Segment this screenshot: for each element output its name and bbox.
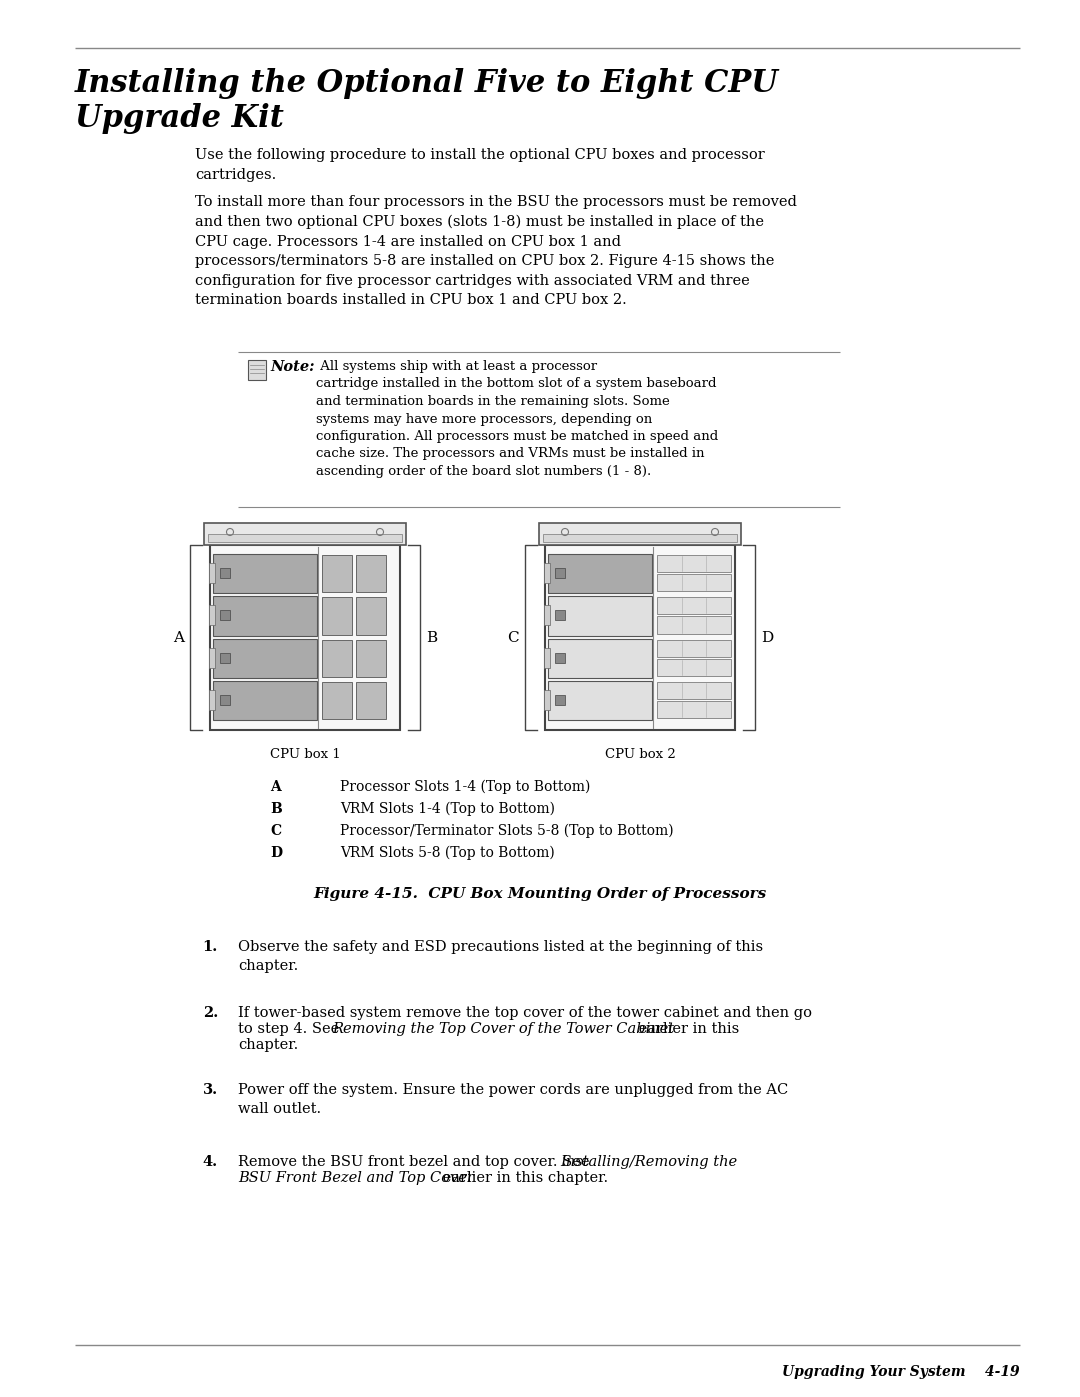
- Text: BSU Front Bezel and Top Cover: BSU Front Bezel and Top Cover: [238, 1171, 474, 1185]
- Text: 3.: 3.: [203, 1083, 218, 1097]
- Text: Processor Slots 1-4 (Top to Bottom): Processor Slots 1-4 (Top to Bottom): [340, 780, 591, 795]
- Text: Note:: Note:: [270, 360, 314, 374]
- Text: 2.: 2.: [203, 1006, 218, 1020]
- FancyBboxPatch shape: [210, 545, 400, 731]
- FancyBboxPatch shape: [213, 680, 318, 719]
- FancyBboxPatch shape: [548, 555, 652, 594]
- FancyBboxPatch shape: [220, 610, 230, 620]
- Text: VRM Slots 1-4 (Top to Bottom): VRM Slots 1-4 (Top to Bottom): [340, 802, 555, 816]
- FancyBboxPatch shape: [657, 682, 731, 698]
- FancyBboxPatch shape: [210, 605, 215, 626]
- FancyBboxPatch shape: [356, 555, 386, 592]
- Text: 1.: 1.: [203, 940, 218, 954]
- FancyBboxPatch shape: [322, 598, 352, 634]
- FancyBboxPatch shape: [543, 534, 737, 542]
- Text: D: D: [270, 847, 282, 861]
- FancyBboxPatch shape: [248, 360, 266, 380]
- Text: Power off the system. Ensure the power cords are unplugged from the AC
wall outl: Power off the system. Ensure the power c…: [238, 1083, 788, 1116]
- Text: CPU box 2: CPU box 2: [605, 747, 675, 761]
- FancyBboxPatch shape: [204, 522, 406, 545]
- FancyBboxPatch shape: [356, 682, 386, 719]
- FancyBboxPatch shape: [208, 534, 402, 542]
- FancyBboxPatch shape: [548, 680, 652, 719]
- Text: Removing the Top Cover of the Tower Cabinet: Removing the Top Cover of the Tower Cabi…: [332, 1023, 674, 1037]
- FancyBboxPatch shape: [322, 555, 352, 592]
- FancyBboxPatch shape: [555, 610, 565, 620]
- FancyBboxPatch shape: [544, 690, 550, 710]
- FancyBboxPatch shape: [555, 569, 565, 578]
- Text: Figure 4-15.  CPU Box Mounting Order of Processors: Figure 4-15. CPU Box Mounting Order of P…: [313, 887, 767, 901]
- Text: B: B: [426, 630, 437, 644]
- FancyBboxPatch shape: [322, 682, 352, 719]
- FancyBboxPatch shape: [210, 648, 215, 668]
- Text: 4.: 4.: [203, 1155, 218, 1169]
- FancyBboxPatch shape: [555, 652, 565, 662]
- FancyBboxPatch shape: [548, 597, 652, 636]
- FancyBboxPatch shape: [210, 690, 215, 710]
- FancyBboxPatch shape: [220, 652, 230, 662]
- Text: Remove the BSU front bezel and top cover. See: Remove the BSU front bezel and top cover…: [238, 1155, 594, 1169]
- Text: CPU box 1: CPU box 1: [270, 747, 340, 761]
- Text: A: A: [270, 780, 281, 793]
- Text: D: D: [761, 630, 773, 644]
- FancyBboxPatch shape: [657, 658, 731, 676]
- Text: If tower-based system remove the top cover of the tower cabinet and then go: If tower-based system remove the top cov…: [238, 1006, 812, 1020]
- Text: chapter.: chapter.: [238, 1038, 298, 1052]
- Text: To install more than four processors in the BSU the processors must be removed
a: To install more than four processors in …: [195, 196, 797, 307]
- Text: Upgrading Your System    4-19: Upgrading Your System 4-19: [782, 1365, 1020, 1379]
- FancyBboxPatch shape: [544, 605, 550, 626]
- FancyBboxPatch shape: [657, 555, 731, 573]
- FancyBboxPatch shape: [544, 648, 550, 668]
- FancyBboxPatch shape: [539, 522, 741, 545]
- Text: VRM Slots 5-8 (Top to Bottom): VRM Slots 5-8 (Top to Bottom): [340, 847, 555, 861]
- Text: All systems ship with at least a processor
cartridge installed in the bottom slo: All systems ship with at least a process…: [316, 360, 718, 478]
- Text: to step 4. See: to step 4. See: [238, 1023, 343, 1037]
- Text: C: C: [270, 824, 281, 838]
- Text: Upgrade Kit: Upgrade Kit: [75, 103, 284, 134]
- FancyBboxPatch shape: [657, 701, 731, 718]
- FancyBboxPatch shape: [220, 569, 230, 578]
- Text: earlier in this: earlier in this: [634, 1023, 739, 1037]
- Text: earlier in this chapter.: earlier in this chapter.: [438, 1171, 608, 1185]
- FancyBboxPatch shape: [220, 694, 230, 705]
- FancyBboxPatch shape: [213, 597, 318, 636]
- FancyBboxPatch shape: [657, 574, 731, 591]
- FancyBboxPatch shape: [322, 640, 352, 676]
- Text: Use the following procedure to install the optional CPU boxes and processor
cart: Use the following procedure to install t…: [195, 148, 765, 182]
- FancyBboxPatch shape: [213, 638, 318, 678]
- FancyBboxPatch shape: [657, 598, 731, 615]
- FancyBboxPatch shape: [544, 563, 550, 583]
- Text: C: C: [508, 630, 519, 644]
- FancyBboxPatch shape: [657, 640, 731, 657]
- FancyBboxPatch shape: [210, 563, 215, 583]
- FancyBboxPatch shape: [548, 638, 652, 678]
- Text: Installing the Optional Five to Eight CPU: Installing the Optional Five to Eight CP…: [75, 68, 779, 99]
- Text: Observe the safety and ESD precautions listed at the beginning of this
chapter.: Observe the safety and ESD precautions l…: [238, 940, 764, 972]
- FancyBboxPatch shape: [213, 555, 318, 594]
- FancyBboxPatch shape: [657, 616, 731, 633]
- FancyBboxPatch shape: [356, 640, 386, 676]
- Text: A: A: [173, 630, 184, 644]
- FancyBboxPatch shape: [356, 598, 386, 634]
- Text: B: B: [270, 802, 282, 816]
- Text: Installing/Removing the: Installing/Removing the: [561, 1155, 738, 1169]
- Text: Processor/Terminator Slots 5-8 (Top to Bottom): Processor/Terminator Slots 5-8 (Top to B…: [340, 824, 674, 838]
- FancyBboxPatch shape: [555, 694, 565, 705]
- FancyBboxPatch shape: [545, 545, 735, 731]
